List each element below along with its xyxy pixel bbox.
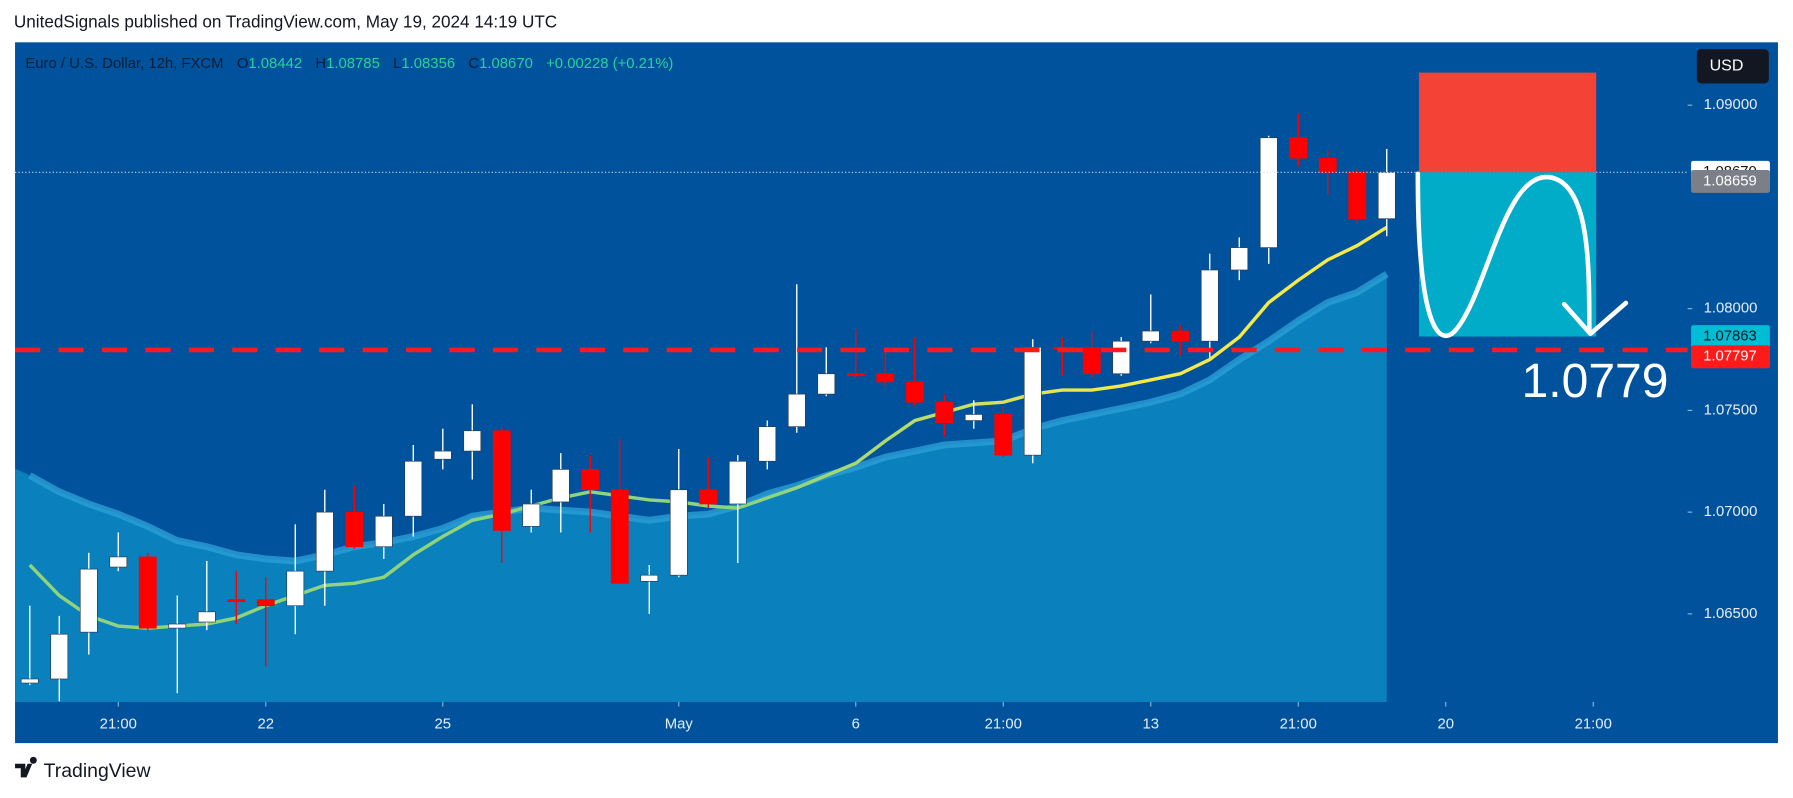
candle-body bbox=[817, 373, 836, 395]
candle-body bbox=[1200, 269, 1219, 342]
price-label: 1.07797 bbox=[1703, 349, 1757, 365]
candle-body bbox=[256, 599, 275, 607]
drawn-arrow bbox=[1415, 171, 1592, 339]
x-tick-label: 21:00 bbox=[1280, 717, 1317, 733]
indicator-band-line bbox=[28, 271, 1389, 565]
h-label: H bbox=[315, 56, 326, 72]
publish-line: UnitedSignals published on TradingView.c… bbox=[14, 11, 557, 31]
candle-body bbox=[1112, 340, 1131, 375]
candle-body bbox=[50, 633, 69, 680]
candle-body bbox=[197, 611, 216, 623]
l-label: L bbox=[393, 56, 401, 72]
candle-body bbox=[374, 515, 393, 548]
candle-body bbox=[463, 430, 482, 452]
candle-body bbox=[404, 460, 423, 517]
candle-body bbox=[492, 430, 511, 531]
candle-body bbox=[699, 489, 718, 505]
price-label: 1.08659 bbox=[1703, 173, 1757, 189]
candle-body bbox=[1023, 346, 1042, 456]
candle-body bbox=[728, 460, 747, 505]
y-tick-label: 1.09000 bbox=[1704, 97, 1758, 113]
currency-label[interactable]: USD bbox=[1710, 58, 1744, 75]
candle-body bbox=[551, 469, 570, 503]
candle-body bbox=[846, 373, 865, 377]
price-label-box bbox=[1691, 345, 1770, 369]
candle-body bbox=[345, 511, 364, 548]
price-label-box bbox=[1691, 169, 1770, 193]
candle-body bbox=[168, 623, 187, 629]
symbol: Euro / U.S. Dollar, 12h, FXCM bbox=[25, 56, 223, 72]
candle-body bbox=[964, 414, 983, 421]
x-tick-label: 22 bbox=[258, 717, 275, 733]
candle-body bbox=[787, 393, 806, 428]
stop-zone bbox=[1418, 72, 1597, 173]
y-tick-label: 1.06500 bbox=[1704, 606, 1758, 622]
candle-body bbox=[994, 414, 1013, 456]
candle-body bbox=[1230, 247, 1249, 271]
brand-name: TradingView bbox=[44, 760, 152, 782]
candle-body bbox=[1348, 171, 1367, 220]
candle-body bbox=[433, 450, 452, 460]
candle-body bbox=[1171, 330, 1190, 342]
candle-body bbox=[315, 511, 334, 572]
price-label-box bbox=[1691, 325, 1770, 348]
candle-body bbox=[138, 556, 157, 629]
x-tick-label: 25 bbox=[435, 717, 452, 733]
annotation: 1.0779 bbox=[1522, 355, 1669, 408]
x-tick-label: 21:00 bbox=[100, 717, 137, 733]
currency-button[interactable] bbox=[1696, 49, 1769, 84]
legend-header: Euro / U.S. Dollar, 12h, FXCM O1.08442 H… bbox=[25, 56, 673, 72]
price-label: 1.07863 bbox=[1703, 328, 1757, 344]
candle-body bbox=[1141, 330, 1160, 342]
candle-body bbox=[227, 599, 246, 602]
arrow-head bbox=[1561, 300, 1629, 337]
x-tick-label: 6 bbox=[852, 717, 860, 733]
candle-body bbox=[1377, 171, 1396, 220]
x-tick-label: May bbox=[665, 717, 694, 733]
h-value: 1.08785 bbox=[326, 56, 380, 72]
candle-body bbox=[581, 469, 600, 491]
y-tick-label: 1.07500 bbox=[1704, 402, 1758, 418]
x-tick-label: 21:00 bbox=[1575, 717, 1612, 733]
change: +0.00228 (+0.21%) bbox=[546, 56, 673, 72]
candle-body bbox=[109, 556, 128, 568]
x-tick-label: 13 bbox=[1142, 717, 1159, 733]
l-value: 1.08356 bbox=[401, 56, 455, 72]
candle-body bbox=[669, 489, 688, 576]
candle-body bbox=[935, 401, 954, 423]
candle-body bbox=[20, 678, 39, 684]
indicator-area bbox=[15, 274, 1387, 702]
candle-body bbox=[905, 381, 924, 403]
candle-body bbox=[640, 574, 659, 582]
candle-body bbox=[758, 426, 777, 462]
candle-body bbox=[1318, 157, 1337, 173]
c-value: 1.08670 bbox=[479, 56, 533, 72]
y-tick-label: 1.08000 bbox=[1704, 301, 1758, 317]
candle-body bbox=[286, 570, 305, 607]
o-value: 1.08442 bbox=[248, 56, 302, 72]
y-tick-label: 1.07000 bbox=[1704, 504, 1758, 520]
candle-body bbox=[610, 489, 629, 584]
candle-body bbox=[1289, 137, 1308, 159]
o-label: O bbox=[237, 56, 249, 72]
brand-logo bbox=[15, 756, 37, 778]
candle-body bbox=[876, 373, 895, 383]
candle-body bbox=[1259, 137, 1278, 248]
candle-body bbox=[79, 568, 98, 633]
candle-body bbox=[1082, 346, 1101, 375]
x-tick-label: 21:00 bbox=[985, 717, 1022, 733]
brand: TradingView bbox=[15, 756, 152, 782]
overlay: 1.06500 1.07000 1.07500 1.08000 1.09000 21:00… bbox=[100, 97, 1770, 733]
x-tick-label: 20 bbox=[1437, 717, 1454, 733]
c-label: C bbox=[468, 56, 479, 72]
candle-body bbox=[522, 503, 541, 527]
